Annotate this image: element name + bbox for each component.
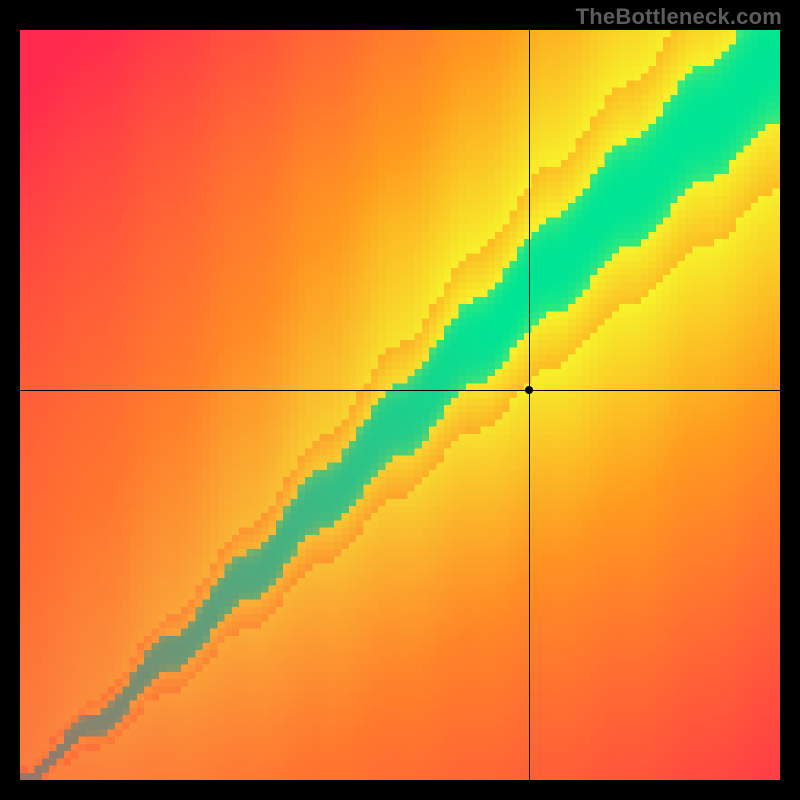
chart-container: TheBottleneck.com [0,0,800,800]
crosshair-vertical [529,30,530,780]
bottleneck-heatmap [20,30,780,780]
watermark-text: TheBottleneck.com [576,4,782,30]
crosshair-horizontal [20,390,780,391]
